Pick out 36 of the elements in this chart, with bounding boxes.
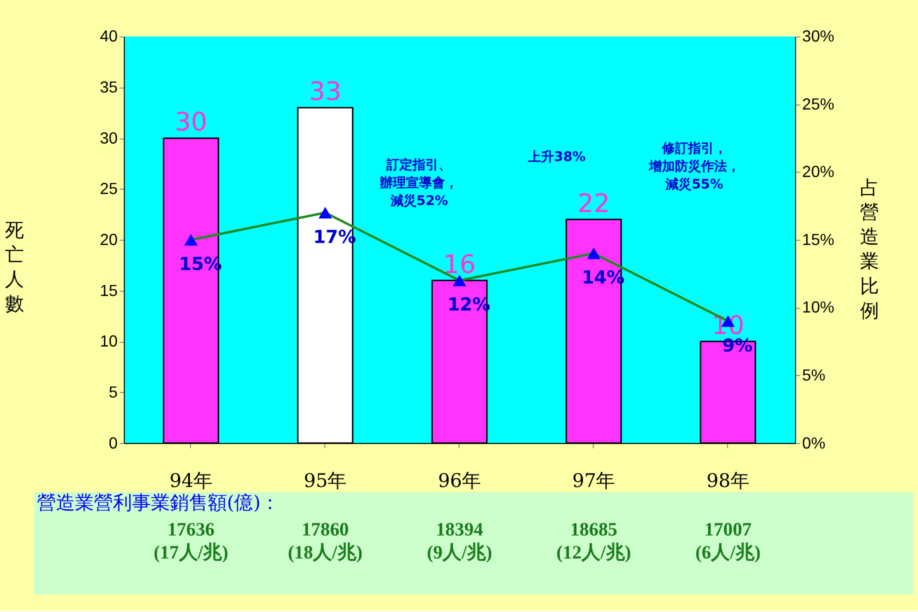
y2-axis-title: 占營造業比例: [860, 176, 879, 322]
x-tick-label: 95年: [304, 470, 347, 492]
y2-tick-label: 30%: [802, 28, 834, 46]
y2-tick-label: 0%: [802, 434, 826, 452]
y-tick-label: 30: [100, 129, 118, 148]
annotation: 訂定指引、辦理宣導會，減災52%: [379, 156, 458, 209]
text: 17636 (17人/兆): [154, 520, 228, 564]
data-label: 33: [308, 77, 342, 108]
y-tick-label: 40: [100, 28, 118, 46]
text: 18394 (9人/兆): [426, 520, 492, 564]
text: 營造業營利事業銷售額(億)：: [36, 492, 280, 514]
y2-tick-label: 25%: [802, 95, 834, 114]
y-tick-label: 10: [100, 332, 118, 351]
y-tick-label: 25: [100, 180, 118, 198]
y2-tick-label: 10%: [802, 298, 834, 317]
y-tick-label: 35: [100, 78, 118, 97]
y-tick-label: 20: [100, 230, 118, 249]
y-tick-label: 0: [108, 434, 118, 452]
data-label: 22: [577, 188, 610, 219]
x-tick-label: 98年: [706, 470, 750, 492]
annotation: 修訂指引，增加防災作法，減災55%: [648, 140, 740, 193]
y2-tick-label: 20%: [802, 163, 834, 182]
text: 17860 (18人/兆): [288, 520, 363, 564]
y-tick-label: 5: [108, 383, 118, 402]
x-tick-label: 94年: [169, 470, 212, 492]
x-tick-label: 97年: [572, 470, 616, 492]
y-tick-label: 15: [100, 282, 118, 300]
data-label: 16: [443, 250, 476, 280]
y-axis-title: 死亡人數: [5, 219, 24, 316]
text: 18685 (12人/兆): [556, 520, 632, 564]
data-label: 30: [174, 108, 208, 138]
text: 17007 (6人/兆): [695, 520, 761, 564]
x-tick-label: 96年: [438, 470, 481, 492]
y2-tick-label: 15%: [802, 230, 834, 249]
annotation: 上升38%: [526, 148, 586, 165]
y2-tick-label: 5%: [802, 366, 826, 385]
